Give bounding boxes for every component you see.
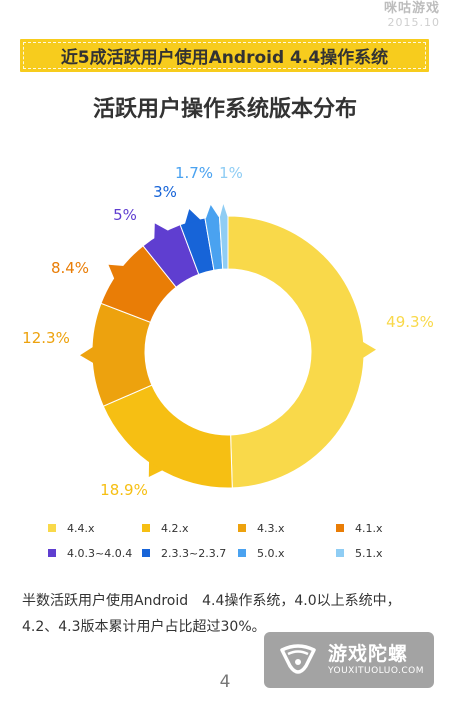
legend-item-3: 4.1.x <box>336 521 426 535</box>
donut-pointer-1 <box>148 461 163 478</box>
legend-item-4: 4.0.3~4.0.4 <box>48 546 142 560</box>
chart-legend: 4.4.x 4.2.x 4.3.x 4.1.x 4.0.3~4.0.4 2.3.3~2.3… <box>48 521 428 560</box>
donut-chart: 49.3% 18.9% 12.3% 8.4% 5% 3%1.7% 1% <box>22 164 434 499</box>
donut-pointer-0 <box>362 341 376 358</box>
legend-item-6: 5.0.x <box>238 546 336 560</box>
brand-logo: 咪咕游戏 2015.10 <box>382 2 440 32</box>
donut-slice-0 <box>227 215 365 489</box>
donut-pointer-5 <box>184 209 201 225</box>
chart-title: 活跃用户操作系统版本分布 <box>92 97 357 122</box>
watermark-name: 游戏陀螺 <box>328 643 409 665</box>
donut-label-6: 1.7% <box>175 164 213 182</box>
brand-date: 2015.10 <box>387 16 440 29</box>
legend-item-2: 4.3.x <box>238 521 336 535</box>
legend-label: 4.0.3~4.0.4 <box>67 546 133 560</box>
legend-label: 5.1.x <box>355 546 383 560</box>
donut-pointer-2 <box>80 346 94 364</box>
legend-swatch <box>336 549 344 557</box>
donut-label-5: 3% <box>153 183 177 201</box>
headline-banner: 近5成活跃用户使用Android 4.4操作系统 <box>20 39 429 72</box>
donut-label-2: 12.3% <box>22 329 70 347</box>
legend-swatch <box>48 524 56 532</box>
donut-label-3: 8.4% <box>51 259 89 277</box>
legend-label: 4.2.x <box>161 521 189 535</box>
legend-item-1: 4.2.x <box>142 521 238 535</box>
legend-swatch <box>48 549 56 557</box>
summary-text: 半数活跃用户使用Android 4.4操作系统，4.0以上系统中，4.2、4.3… <box>22 593 401 635</box>
donut-label-7: 1% <box>219 164 243 182</box>
donut-pointer-3 <box>108 264 124 280</box>
donut-label-1: 18.9% <box>100 481 148 499</box>
watermark: 游戏陀螺 YOUXITUOLUO.COM <box>264 632 434 688</box>
legend-swatch <box>142 549 150 557</box>
legend-swatch <box>336 524 344 532</box>
legend-label: 5.0.x <box>257 546 285 560</box>
legend-label: 2.3.3~2.3.7 <box>161 546 227 560</box>
legend-item-7: 5.1.x <box>336 546 426 560</box>
legend-item-5: 2.3.3~2.3.7 <box>142 546 238 560</box>
donut-slice-1 <box>102 384 233 489</box>
legend-item-0: 4.4.x <box>48 521 142 535</box>
legend-label: 4.1.x <box>355 521 383 535</box>
legend-swatch <box>238 549 246 557</box>
watermark-url: YOUXITUOLUO.COM <box>328 666 425 676</box>
page-number: 4 <box>219 672 231 692</box>
legend-label: 4.3.x <box>257 521 285 535</box>
donut-label-0: 49.3% <box>386 313 434 331</box>
donut-pointer-4 <box>154 223 169 239</box>
legend-swatch <box>238 524 246 532</box>
brand-logo-text: 咪咕游戏 <box>383 1 440 16</box>
donut-pointer-7 <box>219 204 228 218</box>
spinning-top-icon <box>280 644 316 674</box>
donut-pointer-6 <box>205 205 219 219</box>
donut-label-4: 5% <box>113 206 137 224</box>
legend-swatch <box>142 524 150 532</box>
legend-label: 4.4.x <box>67 521 95 535</box>
